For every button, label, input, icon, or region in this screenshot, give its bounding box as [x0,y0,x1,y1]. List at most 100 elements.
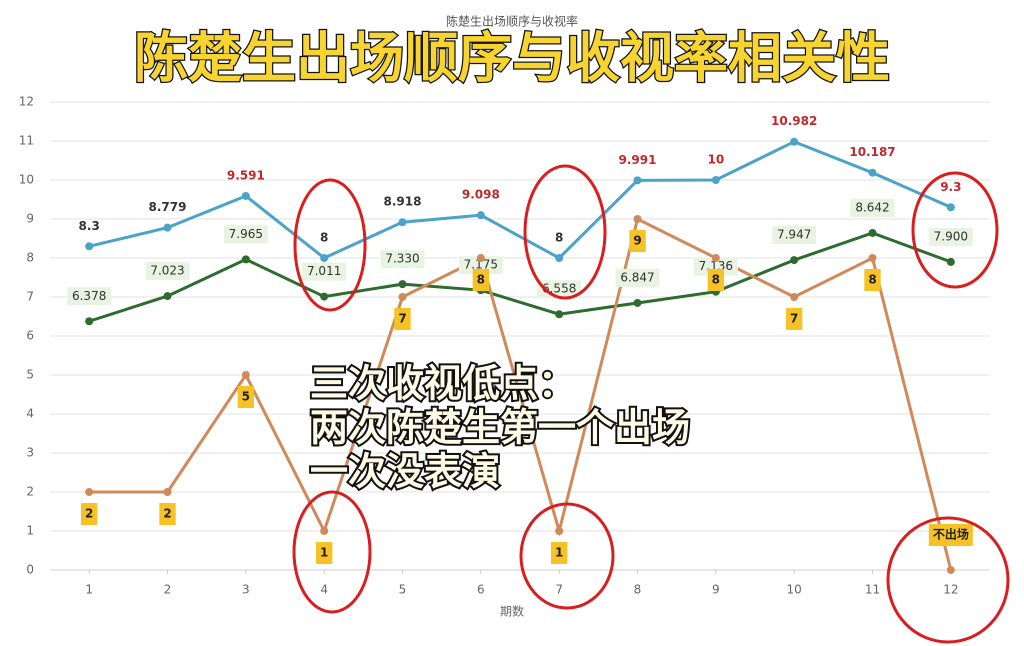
data-label: 8.642 [855,200,889,214]
data-label-box [693,257,738,276]
chart-subtitle: 陈楚生出场顺序与收视率 [446,14,578,29]
data-point [946,203,955,212]
data-label-box [145,262,190,281]
data-point [163,292,172,301]
data-label: 10.982 [771,114,817,128]
data-point [790,256,799,265]
data-label-box [785,308,803,330]
data-point [85,242,94,251]
data-label-box [850,198,895,217]
y-tick-label: 2 [26,485,34,499]
data-point [633,215,642,223]
data-point [85,317,94,326]
y-tick-label: 0 [26,563,34,577]
data-point [555,527,564,535]
data-label: 9.098 [462,188,500,202]
data-label-box [772,226,817,245]
data-label: 不出场 [933,527,969,542]
data-label: 7.900 [934,229,968,243]
x-tick-label: 1 [85,583,93,597]
x-tick-label: 7 [555,583,563,597]
data-label: 6.558 [542,282,576,296]
x-tick-label: 5 [399,583,407,597]
data-label: 1 [555,546,563,560]
data-point [868,228,877,237]
data-label-box [394,308,411,330]
data-label: 9 [633,234,641,248]
y-tick-label: 5 [26,368,34,382]
data-label-box [458,256,503,275]
data-point [320,292,329,301]
data-label-box [629,230,646,252]
series-line [89,216,953,571]
y-tick-label: 12 [19,95,34,109]
y-tick-label: 3 [26,446,34,460]
x-axis-label: 期数 [500,604,524,619]
data-label: 7.023 [150,264,184,278]
data-point [946,257,955,266]
data-point [398,218,407,227]
data-label: 7.175 [464,258,498,272]
data-label: 7.330 [385,252,419,266]
data-point [946,566,955,574]
x-tick-label: 12 [943,583,958,597]
data-point [868,168,877,177]
series-line [88,140,952,260]
data-point [398,280,407,289]
annotation: 一次没表演 [310,450,500,494]
data-point [476,211,485,220]
data-label-box [707,269,725,291]
data-point [711,254,720,262]
highlight-ring [523,164,607,300]
data-point [555,310,564,319]
data-label: 8 [320,231,328,245]
data-label-box [380,250,425,269]
data-point [241,255,250,264]
x-tick-label: 9 [712,583,720,597]
annotation: 两次陈楚生第一个出场 [310,406,690,450]
x-tick-label: 4 [320,583,328,597]
data-label: 8.779 [149,200,187,214]
y-tick-label: 11 [19,134,34,148]
data-label: 8 [555,231,563,245]
data-point [85,488,94,496]
data-label-box [928,227,973,246]
y-tick-label: 10 [19,173,34,187]
annotation: 三次收视低点： [310,362,576,406]
overlay-title: 陈楚生出场顺序与收视率相关性 [134,27,890,90]
data-point [241,371,250,379]
highlight-ring [293,178,367,312]
data-label-box [237,386,255,408]
data-label: 7 [398,312,406,326]
data-label: 7 [790,312,798,326]
data-label: 9.3 [940,180,961,194]
data-label-box [928,524,973,546]
data-label: 7.965 [229,227,263,241]
data-label: 7.011 [307,264,341,278]
data-label-box [315,542,333,564]
x-tick-label: 8 [634,583,642,597]
data-label: 8 [712,273,720,287]
data-point [241,191,250,200]
x-tick-label: 11 [865,583,880,597]
data-point [711,176,720,184]
x-tick-label: 10 [787,583,802,597]
data-label: 8.3 [79,219,100,233]
data-point [320,527,329,535]
x-tick-label: 3 [242,583,250,597]
data-label: 10.187 [849,145,895,159]
data-label: 9.591 [227,168,265,182]
data-label-box [159,503,176,525]
data-label: 8.918 [384,195,422,209]
data-label: 8 [868,273,876,287]
x-tick-label: 6 [477,583,485,597]
data-point [868,254,877,262]
data-label: 2 [163,507,171,521]
data-label: 10 [707,153,724,167]
data-label: 7.136 [699,259,733,273]
data-label-box [615,268,660,287]
data-label-box [472,269,490,291]
